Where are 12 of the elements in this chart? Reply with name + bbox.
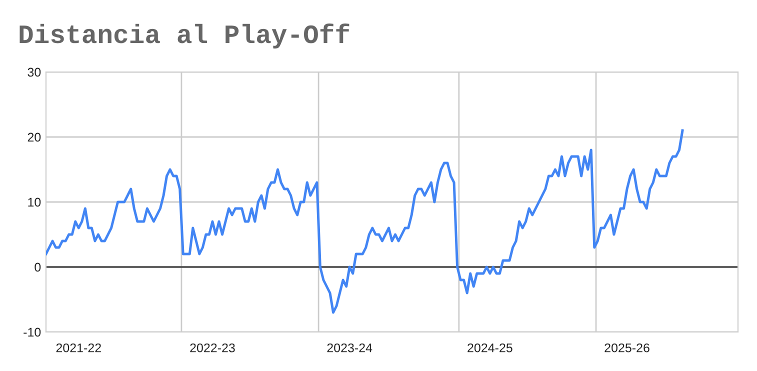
line-series: [46, 129, 684, 314]
x-tick-label: 2025-26: [604, 343, 650, 352]
x-tick-label: 2023-24: [327, 343, 372, 352]
y-tick-label: 10: [28, 198, 41, 207]
y-tick-label: -10: [24, 328, 41, 337]
y-tick-label: 20: [28, 132, 41, 142]
chart-title: Distancia al Play-Off: [20, 24, 350, 48]
y-tick-label: 0: [34, 262, 41, 272]
x-tick-label: 2022-23: [190, 343, 235, 352]
y-tick-label: 30: [28, 68, 41, 77]
x-tick-label: 2024-25: [468, 343, 512, 352]
x-tick-label: 2021-22: [56, 343, 101, 352]
